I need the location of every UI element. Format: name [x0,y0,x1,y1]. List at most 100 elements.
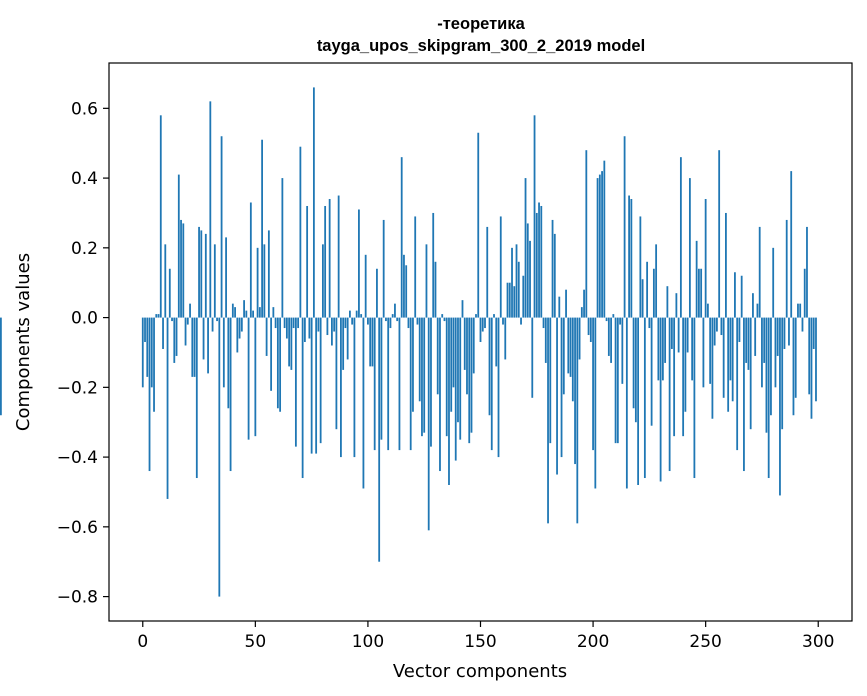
bar [351,317,354,325]
bar [337,195,340,318]
bar [718,150,721,318]
bar [389,317,392,329]
bar [180,219,182,318]
bar [299,146,302,318]
bar [630,199,633,318]
bar [646,261,649,318]
bar [713,317,716,346]
bar [195,317,198,479]
bar [695,240,698,318]
bar [661,317,664,381]
bar [443,317,446,322]
bar [294,317,297,447]
bar [560,317,563,458]
bar [497,317,500,458]
y-tick-label: 0.6 [71,99,98,119]
bar [265,317,268,356]
x-tick-label: 50 [245,632,267,652]
bar [141,317,144,388]
bar [227,317,230,409]
bar [256,247,259,318]
bar [637,317,640,485]
plot-frame [108,62,853,622]
bar [168,268,171,318]
bar [315,317,318,454]
bar [688,178,691,318]
bar [412,317,414,412]
bar [382,219,385,318]
bar [407,317,410,329]
bar [157,314,160,318]
bar [303,317,306,342]
bar [542,317,545,329]
bar [628,195,630,318]
bar [220,136,223,318]
bar [463,317,466,370]
chart-subtitle: tayga_upos_skipgram_300_2_2019 model [317,37,645,55]
bar [396,317,399,322]
bar [783,317,786,349]
bar [380,317,383,440]
bar [213,244,216,318]
bar [666,286,669,318]
bar [164,244,167,318]
bar [490,317,493,451]
bar [481,317,484,332]
bar [272,307,275,318]
bar [400,157,403,318]
bar [670,317,673,349]
bar [231,303,234,318]
bar [349,310,351,318]
bar [781,317,784,430]
bar [189,303,191,318]
bar [700,268,703,318]
bars-layer [0,87,817,597]
bar [146,317,149,377]
bar [171,317,173,322]
bar [312,87,315,318]
bar [364,254,367,318]
bar [576,317,579,524]
bar [403,254,405,318]
bar [720,317,723,336]
bar [641,279,644,318]
bar [625,317,628,489]
bar [508,282,511,318]
x-tick-label: 200 [577,632,609,652]
bar [788,317,790,346]
bar [749,317,752,430]
bar [200,230,203,318]
bar [533,115,536,318]
bar [346,317,349,360]
bar [808,317,811,395]
bar [810,317,813,419]
bar [486,226,489,318]
bar [454,317,457,461]
bar [394,303,396,318]
bar [763,317,766,363]
bar [430,317,432,447]
bar [218,317,221,597]
bar [225,237,227,318]
bar [596,178,599,318]
bar [333,317,336,332]
chart-title: -теоретика [437,15,525,33]
bar [583,289,585,318]
bar [740,275,743,318]
bar [524,178,527,318]
bar [184,317,187,346]
bar [493,314,495,318]
bar [553,233,556,318]
bar [321,244,324,318]
bar [301,317,304,479]
ticks-layer: 0 50 100 150 200 250 300 −0.8 −0.6 −0.4 −0.2 0.0 0.2… [57,99,835,652]
bar [198,226,200,318]
bar [340,317,342,458]
bar [434,261,437,318]
x-tick-label: 250 [689,632,721,652]
bar [283,317,286,329]
bar [468,317,471,444]
bar [571,317,574,402]
bar [725,212,727,318]
bar [445,317,448,437]
